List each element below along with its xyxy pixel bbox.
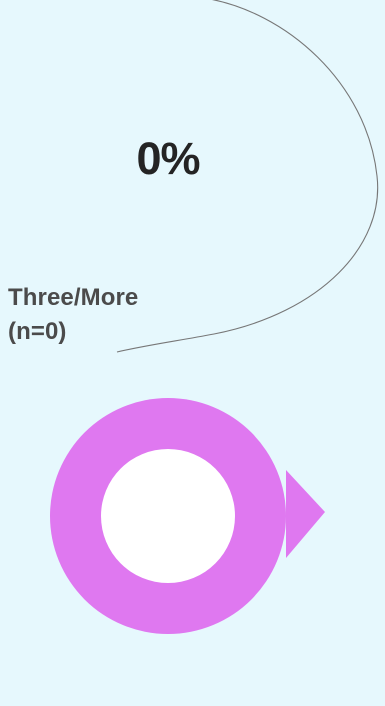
stat-card: 0% Three/More (n=0) [8, 0, 379, 634]
decorative-outline [116, 0, 379, 353]
ring-pointer [286, 470, 325, 558]
category-label: Three/More (n=0) [8, 281, 218, 349]
stat-speech-ring [50, 398, 325, 634]
category-name: Three/More [8, 284, 139, 311]
percentage-value: 0% [136, 133, 200, 184]
ring-inner [101, 449, 235, 583]
category-count: (n=0) [8, 318, 67, 345]
outline-curve [116, 0, 379, 353]
